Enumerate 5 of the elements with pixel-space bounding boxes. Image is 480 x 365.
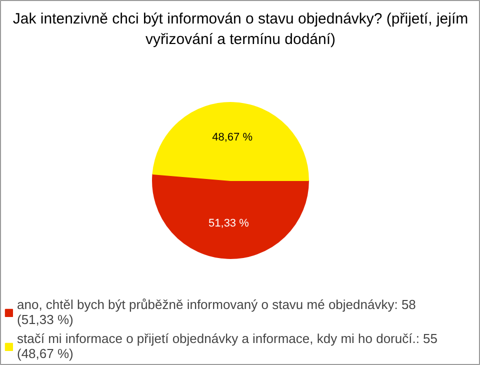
legend-label: stačí mi informace o přijetí objednávky a informace, kdy mi ho doručí.: 55 (48,67 %) — [17, 331, 438, 361]
data-label: 51,33 % — [208, 217, 250, 230]
legend-label: ano, chtěl bych být průběžně informovaný o stavu mé objednávky: 58 (51,33 %) — [17, 297, 416, 327]
chart-title: Jak intenzivně chci být informován o stavu objednávky? (přijetí, jejím vyřizování a termínu dodání) — [12, 10, 468, 48]
data-label: 48,67 % — [212, 132, 253, 144]
